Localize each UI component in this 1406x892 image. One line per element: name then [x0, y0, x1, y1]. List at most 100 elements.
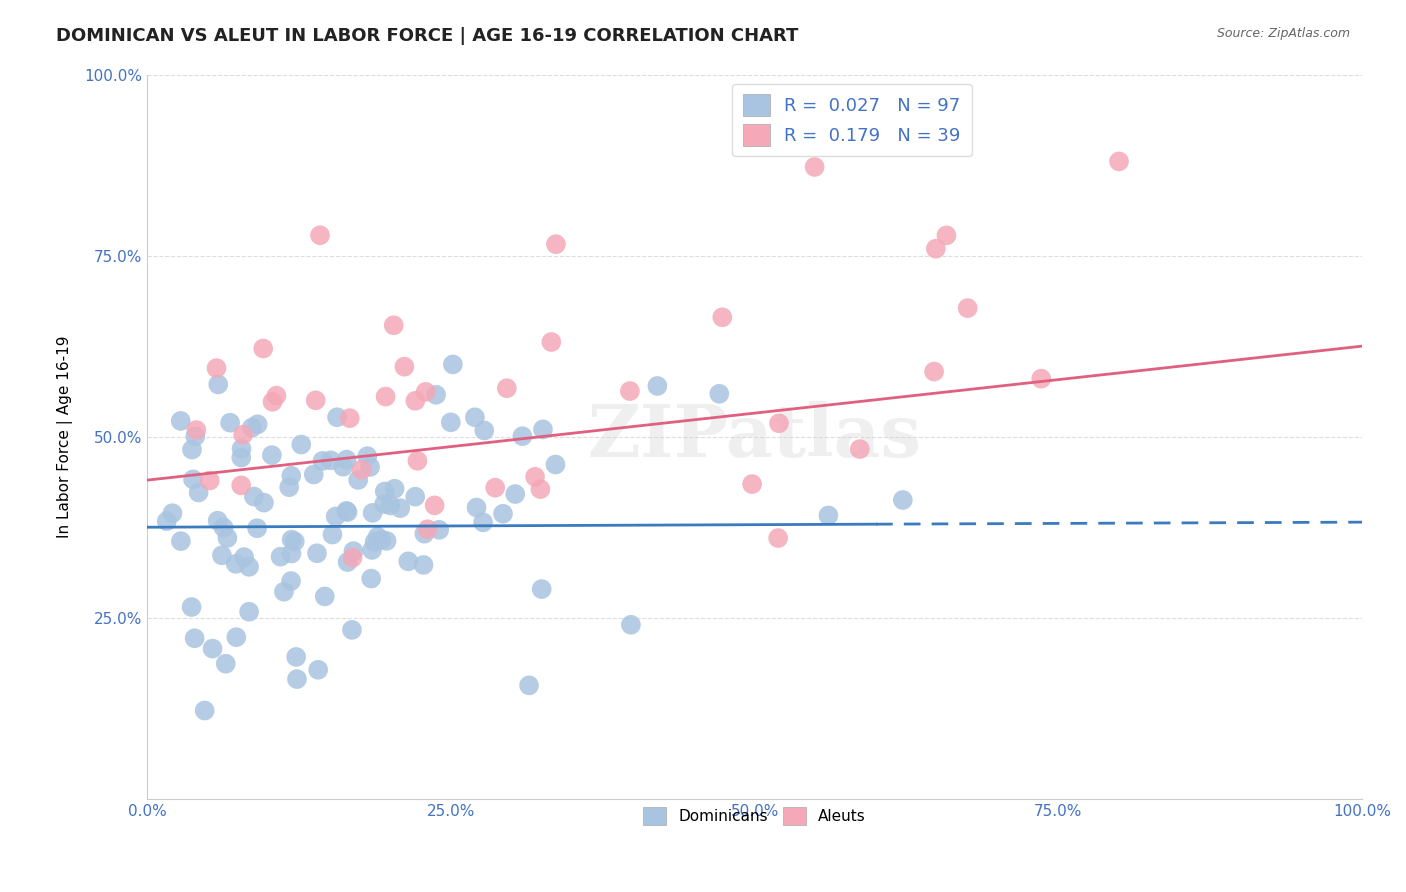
Point — [367, 530, 389, 544]
Point — [382, 318, 405, 333]
Point — [180, 600, 202, 615]
Point — [891, 493, 914, 508]
Point — [768, 417, 790, 431]
Y-axis label: In Labor Force | Age 16-19: In Labor Force | Age 16-19 — [58, 335, 73, 538]
Point — [517, 678, 540, 692]
Point — [225, 557, 247, 571]
Point — [198, 474, 221, 488]
Point — [240, 420, 263, 434]
Point — [326, 410, 349, 425]
Point — [817, 508, 839, 523]
Point — [531, 422, 554, 436]
Point — [184, 429, 207, 443]
Point — [290, 437, 312, 451]
Point — [766, 531, 789, 545]
Point — [215, 657, 238, 671]
Point — [619, 384, 641, 398]
Point — [404, 490, 426, 504]
Point — [380, 499, 402, 513]
Point — [321, 527, 343, 541]
Point — [207, 514, 229, 528]
Point — [181, 472, 204, 486]
Point — [280, 533, 302, 547]
Point — [803, 160, 825, 174]
Point — [336, 505, 359, 519]
Point — [252, 342, 274, 356]
Point — [956, 301, 979, 315]
Point — [374, 484, 396, 499]
Point — [406, 454, 429, 468]
Point — [540, 334, 562, 349]
Point — [183, 632, 205, 646]
Point — [211, 549, 233, 563]
Point — [270, 549, 292, 564]
Point — [925, 242, 948, 256]
Point — [325, 509, 347, 524]
Point — [363, 534, 385, 549]
Point — [280, 574, 302, 588]
Point — [233, 550, 256, 565]
Point — [412, 558, 434, 572]
Point — [266, 389, 288, 403]
Point — [273, 584, 295, 599]
Point — [246, 417, 269, 432]
Point — [335, 504, 357, 518]
Point — [849, 442, 872, 456]
Point — [231, 442, 253, 456]
Point — [425, 388, 447, 402]
Point — [238, 605, 260, 619]
Point — [347, 473, 370, 487]
Point — [529, 482, 551, 496]
Point — [415, 384, 437, 399]
Point — [423, 499, 446, 513]
Text: DOMINICAN VS ALEUT IN LABOR FORCE | AGE 16-19 CORRELATION CHART: DOMINICAN VS ALEUT IN LABOR FORCE | AGE … — [56, 27, 799, 45]
Point — [187, 485, 209, 500]
Point — [440, 415, 463, 429]
Point — [217, 531, 239, 545]
Point — [530, 582, 553, 596]
Point — [374, 390, 396, 404]
Point — [205, 361, 228, 376]
Point — [253, 495, 276, 509]
Point — [544, 458, 567, 472]
Point — [156, 514, 179, 528]
Point — [284, 534, 307, 549]
Point — [711, 310, 734, 325]
Point — [620, 617, 643, 632]
Point — [935, 228, 957, 243]
Point — [260, 448, 283, 462]
Point — [314, 590, 336, 604]
Text: Source: ZipAtlas.com: Source: ZipAtlas.com — [1216, 27, 1350, 40]
Point — [262, 394, 284, 409]
Point — [162, 506, 184, 520]
Point — [307, 663, 329, 677]
Point — [512, 429, 534, 443]
Point — [170, 534, 193, 549]
Point — [524, 470, 547, 484]
Point — [356, 449, 378, 463]
Point — [373, 497, 395, 511]
Point — [359, 459, 381, 474]
Point — [375, 533, 398, 548]
Point — [335, 452, 357, 467]
Point — [484, 481, 506, 495]
Point — [186, 423, 208, 437]
Point — [465, 500, 488, 515]
Point — [342, 550, 364, 565]
Point — [305, 393, 328, 408]
Point — [285, 672, 308, 686]
Text: ZIPatlas: ZIPatlas — [588, 401, 922, 472]
Point — [311, 454, 333, 468]
Point — [232, 427, 254, 442]
Point — [427, 523, 450, 537]
Point — [922, 365, 945, 379]
Point — [280, 468, 302, 483]
Point — [394, 359, 416, 374]
Point — [278, 480, 301, 494]
Point — [246, 521, 269, 535]
Point — [416, 522, 439, 536]
Point — [212, 520, 235, 534]
Point — [238, 559, 260, 574]
Point — [361, 543, 384, 558]
Point — [319, 453, 342, 467]
